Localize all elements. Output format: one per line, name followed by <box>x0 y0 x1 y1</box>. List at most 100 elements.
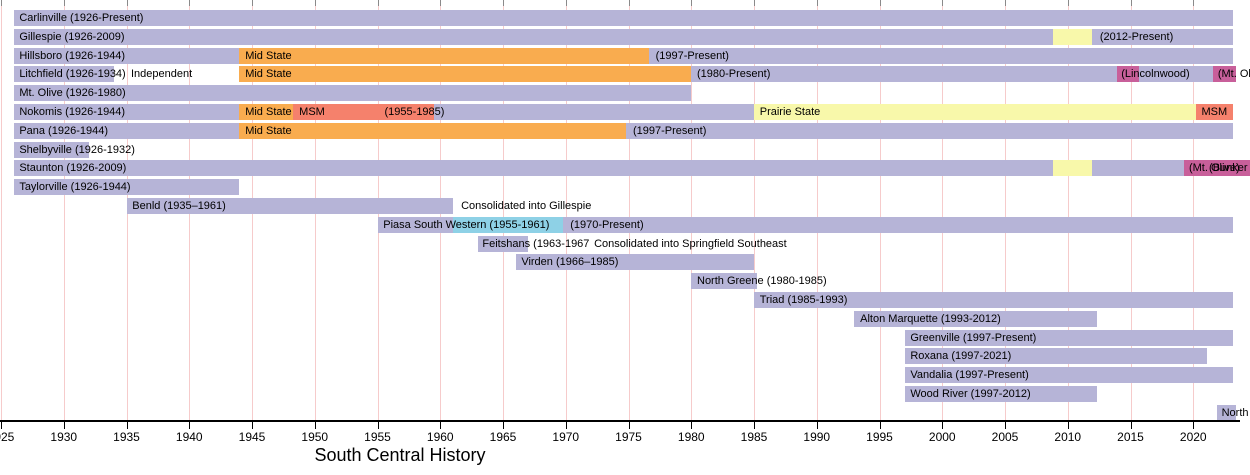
bar-label: (Bunker Hill) <box>1209 162 1250 175</box>
bar-label: Triad (1985-1993) <box>759 294 848 306</box>
axis-tick-label-2020: 2020 <box>1179 430 1207 444</box>
top-tick-2015 <box>1130 0 1132 6</box>
bar-label: Prairie State <box>759 106 821 118</box>
bar-segment-north-greene-purple <box>691 273 757 290</box>
gridline-2000 <box>942 0 944 420</box>
bar-segment-staunton-pink <box>1184 160 1250 177</box>
axis-tick-2020 <box>1193 422 1195 429</box>
axis-tick-1930 <box>63 422 65 429</box>
axis-tick-1950 <box>314 422 316 429</box>
bar-segment-alton-marquette-purple <box>854 310 1097 327</box>
bar-label: (Mt. Olive) <box>1188 162 1240 175</box>
bar-segment-pana-purple <box>625 122 1234 139</box>
top-tick-1995 <box>879 0 881 6</box>
x-axis-line <box>0 420 1240 422</box>
bar-segment-litchfield-purple <box>1139 66 1214 83</box>
bar-segment-taylorville-purple <box>13 179 240 196</box>
bar-segment-litchfield-purple <box>691 66 1117 83</box>
bar-segment-litchfield-purple <box>13 66 114 83</box>
bar-label: Vandalia (1997-Present) <box>910 369 1029 382</box>
gridline-1925 <box>1 0 2 420</box>
axis-tick-1975 <box>628 422 630 429</box>
bar-label: Staunton (1926-2009) <box>19 162 127 175</box>
bar-label: MSM <box>1201 106 1228 118</box>
axis-tick-label-1975: 1975 <box>615 430 642 444</box>
bar-label: (1997-Present) <box>633 124 707 137</box>
axis-tick-2000 <box>942 422 944 429</box>
top-tick-2010 <box>1067 0 1069 6</box>
bar-segment-gillespie-yellow <box>1052 28 1092 45</box>
gridline-1975 <box>628 0 630 420</box>
bar-segment-pana-orange <box>239 122 626 139</box>
bar-label: (1997-Present) <box>655 49 729 62</box>
axis-tick-label-1955: 1955 <box>364 430 391 444</box>
bar-segment-pana-purple <box>13 122 240 139</box>
axis-tick-1990 <box>816 422 818 429</box>
top-tick-2000 <box>942 0 944 6</box>
axis-tick-1945 <box>252 422 253 429</box>
axis-tick-1955 <box>377 422 379 429</box>
bar-segment-mt-olive-purple <box>13 85 692 102</box>
bar-label: Shelbyville (1926-1932) <box>19 143 135 156</box>
top-tick-1955 <box>377 0 379 6</box>
axis-tick-label-1935: 1935 <box>113 430 140 444</box>
gridline-2015 <box>1130 0 1132 420</box>
gridline-1990 <box>816 0 818 420</box>
bar-segment-nokomis-orange <box>239 104 294 120</box>
bar-segment-benld-purple <box>126 198 453 214</box>
axis-tick-1935 <box>126 422 128 429</box>
gridline-2010 <box>1067 0 1069 420</box>
top-tick-2005 <box>1005 0 1006 6</box>
top-tick-1990 <box>816 0 818 6</box>
bar-segment-nokomis-salmon <box>293 104 434 120</box>
gridline-1965 <box>503 0 504 420</box>
axis-tick-1970 <box>565 422 567 429</box>
bar-label: Consolidated into Gillespie <box>461 200 592 212</box>
gridline-1970 <box>565 0 567 420</box>
bar-label: Hillsboro (1926-1944) <box>19 49 126 62</box>
axis-tick-label-1980: 1980 <box>677 430 705 444</box>
axis-tick-2015 <box>1130 422 1132 429</box>
bar-label: Wood River (1997-2012) <box>910 388 1031 400</box>
bar-segment-gillespie-purple <box>13 28 1053 45</box>
bar-label: Mid State <box>245 68 292 81</box>
bar-segment-roxana-purple <box>904 348 1208 365</box>
bar-segment-nokomis-yellow <box>754 104 1196 120</box>
top-tick-1965 <box>503 0 504 6</box>
axis-tick-2010 <box>1067 422 1069 429</box>
axis-tick-label-2015: 2015 <box>1117 430 1144 444</box>
bar-segment-piasa-south-western-purple <box>377 216 453 233</box>
axis-tick-1960 <box>440 422 442 429</box>
bar-label: Piasa South Western (1955-1961) <box>383 218 550 231</box>
axis-tick-label-2005: 2005 <box>991 430 1019 444</box>
axis-tick-1925 <box>1 422 2 429</box>
top-tick-1945 <box>252 0 253 6</box>
bar-segment-gillespie-purple <box>1091 28 1234 45</box>
axis-tick-label-1995: 1995 <box>866 430 893 444</box>
top-tick-1950 <box>314 0 316 6</box>
bar-label: North Greene (1980-1985) <box>697 275 827 288</box>
bar-label: Taylorville (1926-1944) <box>19 181 131 194</box>
top-tick-1985 <box>754 0 755 6</box>
axis-tick-1940 <box>189 422 191 429</box>
bar-label: Virden (1966–1985) <box>521 256 619 269</box>
gridline-1995 <box>879 0 881 420</box>
bar-segment-north-purple <box>1217 404 1236 421</box>
axis-tick-label-1960: 1960 <box>426 430 454 444</box>
bar-label: Feitshans (1963-1967 <box>482 237 590 250</box>
bar-label: Roxana (1997-2021) <box>910 350 1012 363</box>
top-tick-1960 <box>440 0 442 6</box>
axis-tick-label-1985: 1985 <box>740 430 768 444</box>
bar-segment-staunton-purple <box>13 160 1053 177</box>
bar-label: (Lincolnwood) <box>1121 68 1190 81</box>
axis-tick-label-1940: 1940 <box>175 430 203 444</box>
axis-tick-label-2010: 2010 <box>1054 430 1082 444</box>
bar-segment-hillsboro-purple <box>648 47 1234 64</box>
bar-label: (Mt. Olive) <box>1217 68 1250 81</box>
axis-tick-1965 <box>503 422 504 429</box>
bar-segment-hillsboro-purple <box>13 47 240 64</box>
bar-label: Mid State <box>245 49 292 62</box>
top-tick-1935 <box>126 0 128 6</box>
top-tick-2020 <box>1193 0 1195 6</box>
